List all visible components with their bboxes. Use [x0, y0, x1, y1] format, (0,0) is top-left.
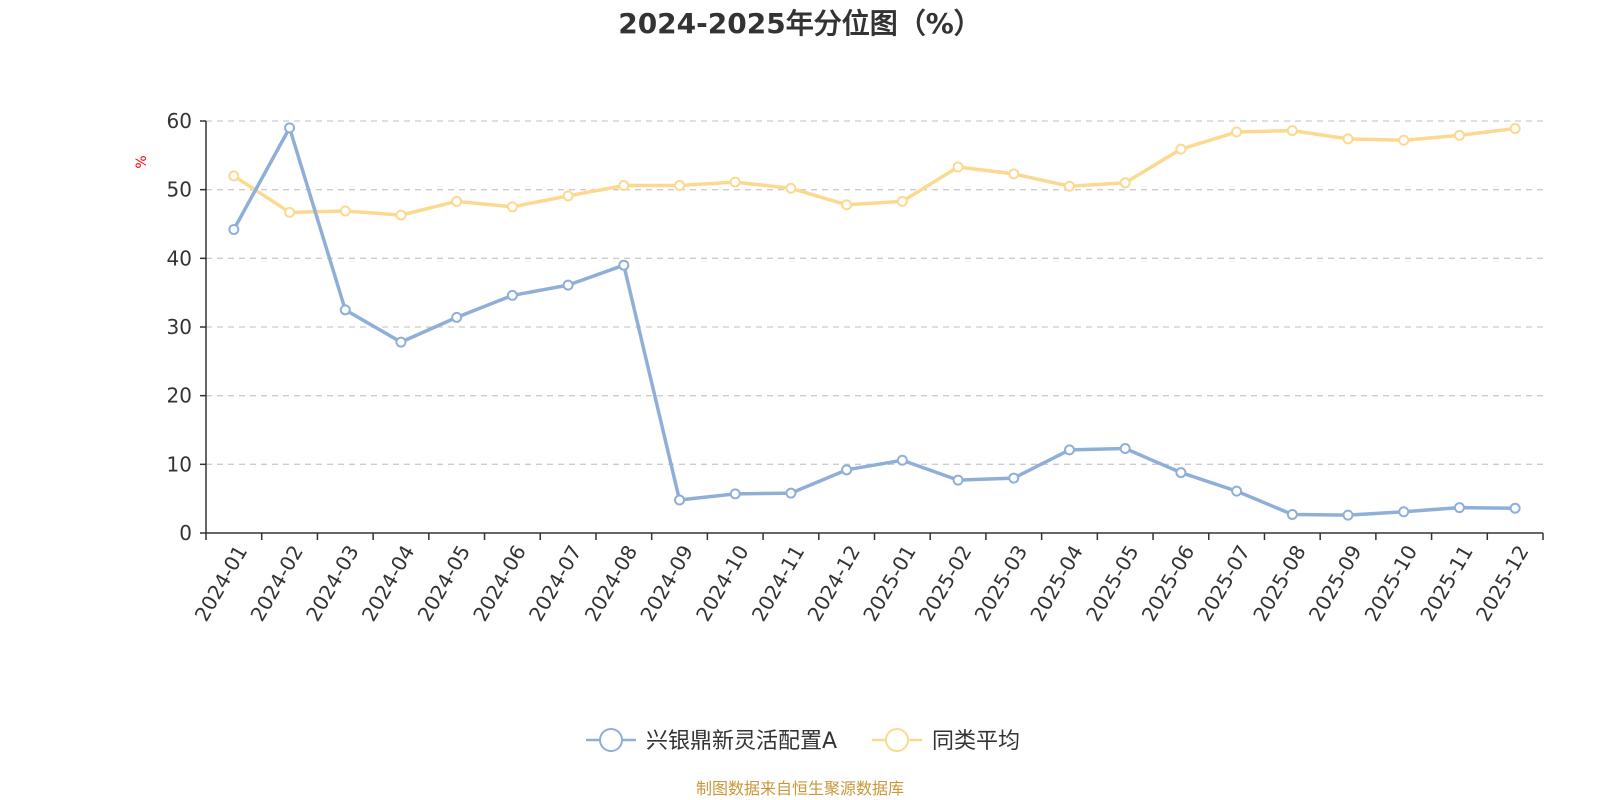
x-tick-label-2025-03: 2025-03: [970, 541, 1033, 625]
data-point-2-2024-04: [395, 209, 407, 221]
data-point-2-2025-01: [896, 195, 908, 207]
data-point-1-2024-07: [562, 279, 574, 291]
data-point-2-2024-03: [339, 205, 351, 217]
data-point-2-2025-05: [1119, 177, 1131, 189]
x-tick-label-2024-04: 2024-04: [357, 541, 420, 625]
grid-lines: [206, 120, 1543, 465]
x-tick-label-2025-07: 2025-07: [1192, 541, 1255, 625]
data-point-2-2025-09: [1342, 133, 1354, 145]
data-point-2-2025-10: [1398, 134, 1410, 146]
x-tick-label-2024-11: 2024-11: [747, 541, 810, 625]
series-2: [228, 123, 1521, 221]
data-point-1-2025-12: [1509, 502, 1521, 514]
data-point-2-2025-03: [1008, 168, 1020, 180]
data-point-2-2024-11: [785, 182, 797, 194]
x-tick-label-2025-09: 2025-09: [1304, 541, 1367, 625]
x-tick-label-2024-03: 2024-03: [301, 541, 364, 625]
data-point-1-2025-07: [1231, 485, 1243, 497]
y-tick-label-30: 30: [167, 315, 192, 339]
data-point-2-2025-04: [1063, 180, 1075, 192]
data-point-1-2025-04: [1063, 444, 1075, 456]
data-point-1-2024-04: [395, 336, 407, 348]
x-tick-label-2024-01: 2024-01: [190, 541, 253, 625]
series-1: [228, 122, 1521, 521]
x-tick-label-2024-10: 2024-10: [691, 541, 754, 625]
x-tick-label-2025-04: 2025-04: [1025, 541, 1088, 625]
data-point-1-2025-02: [952, 474, 964, 486]
data-point-2-2024-12: [841, 199, 853, 211]
x-tick-label-2025-06: 2025-06: [1137, 541, 1200, 625]
data-point-1-2024-10: [729, 488, 741, 500]
x-tick-label-2025-05: 2025-05: [1081, 541, 1144, 625]
y-tick-label-0: 0: [179, 521, 192, 545]
data-point-2-2024-06: [506, 201, 518, 213]
data-point-2-2024-09: [674, 180, 686, 192]
data-point-1-2025-08: [1286, 508, 1298, 520]
data-point-1-2025-05: [1119, 443, 1131, 455]
data-point-1-2025-11: [1453, 502, 1465, 514]
legend-label-2: 同类平均: [932, 729, 1020, 754]
legend[interactable]: 兴银鼎新灵活配置A 同类平均: [586, 728, 1020, 754]
x-tick-label-2024-09: 2024-09: [635, 541, 698, 625]
y-tick-label-20: 20: [167, 384, 192, 408]
legend-marker-2: [885, 728, 909, 752]
data-point-1-2024-06: [506, 289, 518, 301]
data-point-1-2024-08: [618, 259, 630, 271]
data-point-1-2025-10: [1398, 506, 1410, 518]
x-tick-label-2024-05: 2024-05: [413, 541, 476, 625]
data-point-1-2024-02: [284, 122, 296, 134]
y-tick-label-60: 60: [167, 109, 192, 133]
x-tick-label-2025-10: 2025-10: [1360, 541, 1423, 625]
data-point-1-2025-06: [1175, 467, 1187, 479]
data-point-1-2024-11: [785, 487, 797, 499]
data-point-2-2024-08: [618, 180, 630, 192]
x-tick-label-2024-06: 2024-06: [468, 541, 531, 625]
chart-title: 2024-2025年分位图（%）: [618, 7, 982, 40]
source-note: 制图数据来自恒生聚源数据库: [696, 779, 904, 798]
data-point-2-2024-05: [451, 195, 463, 207]
data-point-2-2024-10: [729, 176, 741, 188]
x-tick-label-2025-02: 2025-02: [914, 541, 977, 625]
data-point-1-2025-01: [896, 454, 908, 466]
data-point-2-2025-02: [952, 161, 964, 173]
data-point-1-2025-03: [1008, 472, 1020, 484]
data-point-2-2024-07: [562, 190, 574, 202]
y-axis-unit-label: %: [134, 155, 150, 168]
data-point-1-2024-03: [339, 304, 351, 316]
x-tick-label-2024-02: 2024-02: [245, 541, 308, 625]
x-tick-label-2025-08: 2025-08: [1248, 541, 1311, 625]
data-point-2-2024-01: [228, 170, 240, 182]
data-point-1-2024-12: [841, 464, 853, 476]
data-point-2-2025-11: [1453, 129, 1465, 141]
series-lines: [228, 122, 1521, 521]
series-line-2: [232, 126, 1517, 217]
data-point-1-2024-05: [451, 311, 463, 323]
data-point-1-2024-01: [228, 223, 240, 235]
legend-label-1: 兴银鼎新灵活配置A: [646, 729, 837, 754]
data-point-1-2025-09: [1342, 509, 1354, 521]
legend-item-1[interactable]: 兴银鼎新灵活配置A: [586, 728, 837, 754]
axes: 01020304050602024-012024-022024-032024-0…: [167, 109, 1544, 625]
data-point-2-2025-08: [1286, 125, 1298, 137]
data-point-2-2024-02: [284, 206, 296, 218]
y-tick-label-40: 40: [167, 246, 192, 270]
x-tick-label-2025-01: 2025-01: [858, 541, 921, 625]
legend-marker-1: [599, 728, 623, 752]
x-tick-label-2025-12: 2025-12: [1471, 541, 1534, 625]
x-tick-label-2024-12: 2024-12: [802, 541, 865, 625]
data-point-2-2025-07: [1231, 126, 1243, 138]
y-tick-label-10: 10: [167, 452, 192, 476]
x-tick-label-2024-07: 2024-07: [524, 541, 587, 625]
data-point-2-2025-06: [1175, 143, 1187, 155]
x-tick-label-2025-11: 2025-11: [1415, 541, 1478, 625]
x-tick-label-2024-08: 2024-08: [580, 541, 643, 625]
y-tick-label-50: 50: [167, 178, 192, 202]
series-line-1: [232, 126, 1517, 517]
data-point-2-2025-12: [1509, 123, 1521, 135]
data-point-1-2024-09: [674, 494, 686, 506]
legend-item-2[interactable]: 同类平均: [872, 728, 1020, 754]
